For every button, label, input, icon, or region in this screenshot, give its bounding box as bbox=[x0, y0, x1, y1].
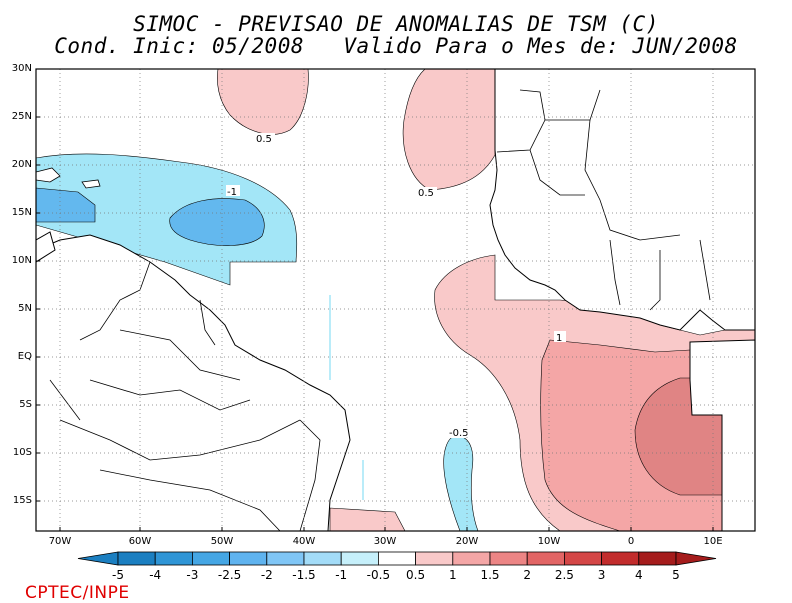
hispaniola-island bbox=[81, 179, 101, 189]
anomaly-area-negative bbox=[36, 187, 96, 223]
map-frame bbox=[35, 68, 756, 532]
country-borders bbox=[49, 89, 711, 531]
colorbar-swatch bbox=[452, 551, 491, 566]
colorbar-swatch bbox=[340, 551, 379, 566]
south-america bbox=[36, 234, 351, 531]
lon-label: 20W bbox=[455, 536, 479, 547]
colorbar-label: -0.5 bbox=[366, 568, 391, 582]
map-subtitle: Cond. Inic: 05/2008 Valido Para o Mes de… bbox=[54, 34, 738, 58]
africa bbox=[489, 69, 755, 331]
colorbar-swatch bbox=[564, 551, 603, 566]
colorbar-swatch bbox=[191, 551, 230, 566]
contour-label: 0.5 bbox=[256, 134, 272, 145]
lat-label: 5S bbox=[19, 399, 32, 410]
colorbar-swatch bbox=[266, 551, 305, 566]
axis-ticks bbox=[36, 68, 714, 531]
colorbar-label: -2 bbox=[260, 568, 273, 582]
contour-label: -0.5 bbox=[449, 428, 469, 439]
colorbar-label: 2.5 bbox=[554, 568, 574, 582]
lon-label: 50W bbox=[210, 536, 234, 547]
colorbar-swatch bbox=[415, 551, 454, 566]
lat-label: 10S bbox=[12, 447, 32, 458]
central-america bbox=[36, 231, 56, 263]
colorbar-label: -4 bbox=[149, 568, 162, 582]
colorbar-label: -2.5 bbox=[217, 568, 242, 582]
colorbar-label: 0.5 bbox=[406, 568, 426, 582]
anomaly-area-negative bbox=[169, 198, 265, 246]
colorbar-swatch bbox=[526, 551, 565, 566]
lon-label: 60W bbox=[128, 536, 152, 547]
colorbar-label: -3 bbox=[186, 568, 199, 582]
lat-label: 20N bbox=[11, 159, 32, 170]
colorbar-swatch bbox=[229, 551, 268, 566]
colorbar bbox=[77, 551, 717, 566]
colorbar-swatch bbox=[638, 551, 677, 566]
lon-label: 0 bbox=[627, 536, 635, 547]
colorbar-arrow-left bbox=[77, 551, 119, 566]
contour-label: -1 bbox=[227, 187, 237, 198]
colorbar-label: -1 bbox=[335, 568, 348, 582]
lat-label: EQ bbox=[17, 351, 32, 362]
map-content: 0.5 0.5 -1 1 -0.5 bbox=[36, 69, 755, 531]
anomaly-area-positive bbox=[329, 507, 406, 531]
africa-southwest-coast bbox=[689, 339, 755, 531]
colorbar-label: -5 bbox=[112, 568, 124, 582]
lat-label: 30N bbox=[11, 63, 32, 74]
colorbar-label: 1 bbox=[448, 568, 457, 582]
contour-label: 0.5 bbox=[418, 188, 434, 199]
colorbar-swatch bbox=[154, 551, 193, 566]
colorbar-label: 3 bbox=[597, 568, 606, 582]
colorbar-swatch bbox=[489, 551, 528, 566]
anomaly-area-positive bbox=[402, 69, 496, 191]
lon-label: 30W bbox=[373, 536, 397, 547]
colorbar-label: 2 bbox=[523, 568, 531, 582]
colorbar-swatch bbox=[117, 551, 156, 566]
lon-label: 10W bbox=[537, 536, 561, 547]
lon-label: 40W bbox=[292, 536, 316, 547]
colorbar-label: 1.5 bbox=[480, 568, 500, 582]
colorbar-label: 4 bbox=[634, 568, 643, 582]
lat-label: 15S bbox=[12, 495, 32, 506]
cuba-island bbox=[36, 167, 61, 183]
lat-label: 5N bbox=[18, 303, 32, 314]
lat-label: 15N bbox=[11, 207, 32, 218]
lat-label: 10N bbox=[11, 255, 32, 266]
colorbar-swatch bbox=[303, 551, 342, 566]
contour-label: 1 bbox=[556, 333, 562, 344]
gridlines bbox=[36, 69, 755, 531]
lon-label: 10E bbox=[703, 536, 723, 547]
colorbar-label: 5 bbox=[672, 568, 680, 582]
colorbar-arrow-right bbox=[675, 551, 717, 566]
colorbar-swatch bbox=[601, 551, 640, 566]
colorbar-swatch bbox=[377, 551, 416, 566]
map-title: SIMOC - PREVISAO DE ANOMALIAS DE TSM (C) bbox=[133, 12, 659, 36]
lon-label: 70W bbox=[48, 536, 72, 547]
cptec-logo: CPTEC/INPE bbox=[25, 583, 130, 603]
colorbar-label: -1.5 bbox=[292, 568, 316, 582]
lat-label: 25N bbox=[11, 111, 32, 122]
